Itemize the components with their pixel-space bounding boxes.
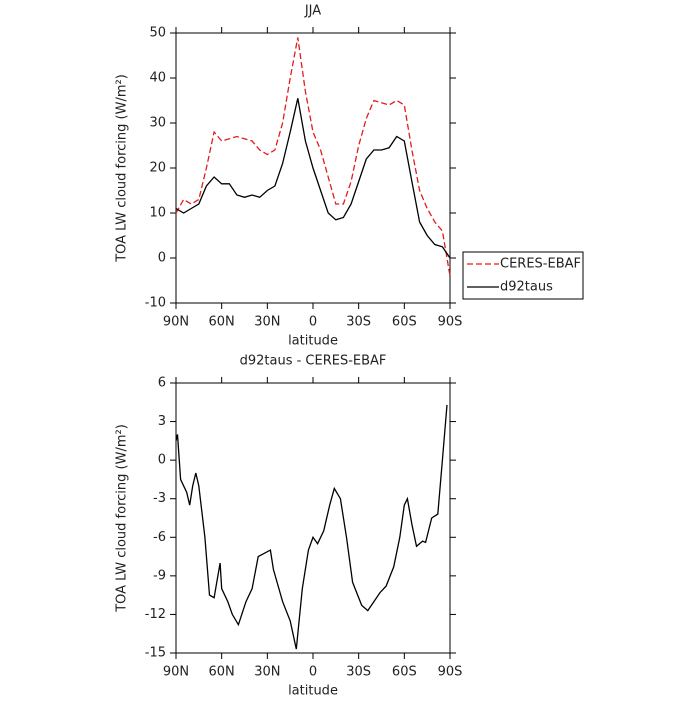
x-tick-label: 30S	[346, 315, 371, 330]
y-tick-label: -10	[145, 296, 166, 311]
x-tick-label: 90S	[438, 315, 463, 330]
y-axis-label: TOA LW cloud forcing (W/m²)	[115, 424, 130, 613]
data-line	[175, 98, 451, 259]
x-axis-label: latitude	[288, 684, 338, 699]
plot-frame	[175, 382, 451, 654]
y-tick-label: 20	[149, 161, 166, 176]
legend-box	[462, 251, 584, 300]
x-tick-label: 0	[309, 665, 317, 680]
chart-title: d92taus - CERES-EBAF	[240, 354, 387, 369]
x-tick-label: 0	[309, 315, 317, 330]
x-tick-label: 60N	[209, 665, 235, 680]
chart-title: JJA	[304, 4, 321, 19]
y-tick-label: -12	[145, 607, 166, 622]
x-tick-label: 30N	[254, 665, 280, 680]
x-tick-label: 60S	[392, 665, 417, 680]
x-tick-label: 90S	[438, 665, 463, 680]
x-tick-label: 60N	[209, 315, 235, 330]
y-tick-label: 6	[158, 376, 166, 391]
y-tick-label: -6	[153, 530, 166, 545]
x-tick-label: 90N	[163, 315, 189, 330]
y-tick-label: 30	[149, 116, 166, 131]
y-tick-label: -15	[145, 646, 166, 661]
y-axis-label: TOA LW cloud forcing (W/m²)	[115, 74, 130, 263]
y-tick-label: 50	[149, 26, 166, 41]
x-tick-label: 30S	[346, 665, 371, 680]
x-axis-label: latitude	[288, 334, 338, 349]
y-tick-label: 0	[158, 453, 166, 468]
x-tick-label: 30N	[254, 315, 280, 330]
x-tick-label: 90N	[163, 665, 189, 680]
y-tick-label: 0	[158, 251, 166, 266]
y-tick-label: 3	[158, 414, 166, 429]
y-tick-label: -9	[153, 568, 166, 583]
data-line	[175, 404, 448, 650]
y-tick-label: -3	[153, 491, 166, 506]
legend-label: CERES-EBAF	[500, 257, 581, 272]
data-line	[175, 37, 451, 277]
y-tick-label: 40	[149, 71, 166, 86]
x-tick-label: 60S	[392, 315, 417, 330]
y-tick-label: 10	[149, 206, 166, 221]
legend-label: d92taus	[500, 280, 553, 295]
